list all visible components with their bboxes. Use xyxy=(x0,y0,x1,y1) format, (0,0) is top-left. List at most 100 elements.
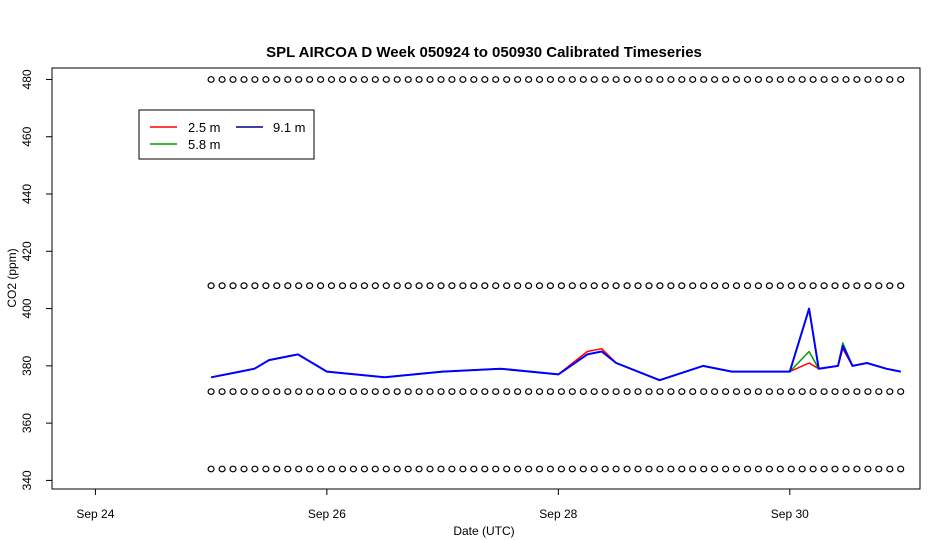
calibration-marker-371 xyxy=(700,388,708,396)
y-tick-label-460: 460 xyxy=(20,126,34,146)
calibration-marker-344 xyxy=(382,465,390,473)
calibration-marker-480 xyxy=(503,76,511,83)
calibration-marker-344 xyxy=(798,465,806,473)
calibration-marker-480 xyxy=(415,76,423,83)
calibration-marker-371 xyxy=(492,388,500,396)
calibration-marker-371 xyxy=(743,388,752,396)
calibration-marker-344 xyxy=(240,465,248,473)
x-axis: Sep 24 Sep 26 Sep 28 Sep 30 xyxy=(76,489,809,521)
calibration-marker-408 xyxy=(207,282,215,290)
legend-label-9-1m: 9.1 m xyxy=(273,120,306,135)
calibration-marker-371 xyxy=(579,388,587,396)
calibration-marker-480 xyxy=(842,76,850,83)
y-axis-label: CO2 (ppm) xyxy=(5,248,19,307)
calibration-marker-408 xyxy=(262,282,270,290)
calibration-marker-371 xyxy=(842,388,850,396)
calibration-marker-344 xyxy=(732,465,741,473)
calibration-marker-408 xyxy=(886,282,894,290)
calibration-marker-480 xyxy=(721,76,730,83)
calibration-marker-408 xyxy=(295,282,303,290)
series-layer xyxy=(210,307,901,382)
calibration-marker-408 xyxy=(831,282,839,290)
calibration-marker-480 xyxy=(831,76,839,83)
calibration-marker-408 xyxy=(897,282,905,290)
calibration-marker-344 xyxy=(831,465,839,473)
calibration-marker-480 xyxy=(732,76,741,83)
calibration-marker-344 xyxy=(754,465,763,473)
calibration-marker-480 xyxy=(754,76,763,83)
calibration-marker-344 xyxy=(623,465,631,473)
calibration-marker-371 xyxy=(393,388,401,396)
x-tick-label-0: Sep 24 xyxy=(76,507,114,521)
calibration-marker-480 xyxy=(820,76,828,83)
legend-label-5-8m: 5.8 m xyxy=(188,137,221,152)
calibration-marker-408 xyxy=(700,282,708,290)
calibration-marker-408 xyxy=(787,282,795,290)
calibration-marker-344 xyxy=(820,465,828,473)
calibration-marker-371 xyxy=(262,388,270,396)
calibration-marker-344 xyxy=(568,465,576,473)
calibration-marker-344 xyxy=(393,465,401,473)
calibration-marker-344 xyxy=(492,465,500,473)
calibration-marker-408 xyxy=(360,282,368,290)
calibration-marker-480 xyxy=(689,76,697,83)
calibration-marker-344 xyxy=(415,465,423,473)
calibration-marker-371 xyxy=(721,388,730,396)
calibration-marker-344 xyxy=(590,465,598,473)
calibration-marker-371 xyxy=(656,388,664,396)
calibration-marker-408 xyxy=(623,282,631,290)
calibration-marker-408 xyxy=(645,282,653,290)
calibration-marker-344 xyxy=(426,465,434,473)
calibration-marker-480 xyxy=(897,76,905,83)
calibration-marker-344 xyxy=(338,465,347,473)
calibration-marker-344 xyxy=(886,465,894,473)
calibration-marker-408 xyxy=(568,282,576,290)
calibration-marker-344 xyxy=(295,465,303,473)
calibration-marker-480 xyxy=(579,76,587,83)
calibration-marker-408 xyxy=(776,282,784,290)
calibration-marker-408 xyxy=(393,282,401,290)
calibration-marker-371 xyxy=(612,388,620,396)
calibration-marker-480 xyxy=(229,76,237,83)
calibration-marker-344 xyxy=(667,465,675,473)
calibration-marker-371 xyxy=(535,388,544,396)
calibration-marker-480 xyxy=(557,76,566,83)
calibration-marker-408 xyxy=(426,282,434,290)
calibration-marker-371 xyxy=(524,388,533,396)
calibration-marker-480 xyxy=(787,76,795,83)
calibration-marker-408 xyxy=(546,282,555,290)
calibration-marker-480 xyxy=(710,76,719,83)
calibration-marker-408 xyxy=(349,282,357,290)
calibration-marker-371 xyxy=(371,388,379,396)
calibration-marker-480 xyxy=(218,76,226,83)
calibration-marker-371 xyxy=(831,388,839,396)
calibration-marker-480 xyxy=(524,76,533,83)
calibration-marker-480 xyxy=(535,76,544,83)
calibration-marker-408 xyxy=(612,282,620,290)
calibration-marker-480 xyxy=(306,76,314,83)
plot-area xyxy=(51,67,921,490)
calibration-marker-480 xyxy=(207,76,215,83)
calibration-marker-408 xyxy=(317,282,325,290)
calibration-marker-480 xyxy=(656,76,664,83)
calibration-marker-408 xyxy=(579,282,587,290)
calibration-marker-344 xyxy=(710,465,719,473)
calibration-marker-344 xyxy=(678,465,686,473)
legend-label-2-5m: 2.5 m xyxy=(188,120,221,135)
calibration-marker-344 xyxy=(470,465,478,473)
calibration-marker-408 xyxy=(721,282,730,290)
calibration-marker-480 xyxy=(601,76,609,83)
calibration-marker-371 xyxy=(360,388,368,396)
y-tick-label-420: 420 xyxy=(20,241,34,261)
calibration-marker-371 xyxy=(623,388,631,396)
calibration-marker-344 xyxy=(743,465,752,473)
calibration-marker-344 xyxy=(853,465,861,473)
calibration-marker-371 xyxy=(470,388,478,396)
calibration-marker-371 xyxy=(568,388,576,396)
calibration-marker-480 xyxy=(864,76,872,83)
calibration-marker-480 xyxy=(470,76,478,83)
calibration-marker-408 xyxy=(601,282,609,290)
calibration-marker-480 xyxy=(875,76,883,83)
calibration-marker-480 xyxy=(590,76,598,83)
